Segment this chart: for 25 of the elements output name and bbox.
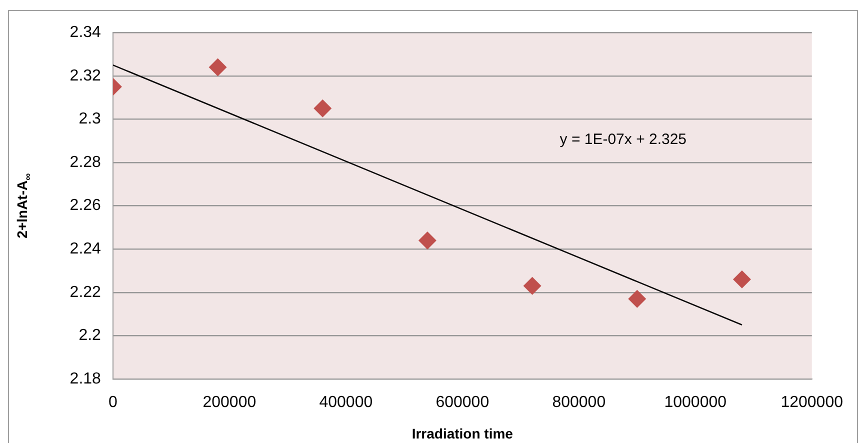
point: [732, 270, 751, 288]
point: [208, 58, 227, 76]
x-tick-label: 1200000: [780, 394, 844, 412]
y-tick-label: 2.18: [70, 370, 102, 388]
y-axis-title: 2+lnAt-A∞: [14, 173, 34, 238]
point: [523, 276, 542, 295]
y-tick-label: 2.28: [70, 154, 102, 171]
y-tick-label: 2.24: [70, 240, 102, 258]
x-tick-label: 200000: [202, 394, 256, 412]
point: [628, 290, 646, 308]
y-tick-label: 2.22: [70, 284, 102, 301]
x-tick-label: 0: [108, 394, 118, 412]
y-tick-label: 2.3: [78, 110, 102, 128]
y-tick-label: 2.34: [70, 24, 102, 42]
y-tick-label: 2.32: [70, 67, 102, 84]
point: [314, 99, 332, 118]
x-tick-label: 1000000: [664, 394, 727, 412]
y-tick-label: 2.2: [78, 327, 102, 344]
x-tick-label: 800000: [552, 394, 606, 412]
y-tick-label: 2.26: [70, 197, 102, 214]
annotation: y = 1E-07x + 2.325: [560, 131, 687, 148]
x-axis-title: Irradiation time: [412, 425, 514, 442]
point: [418, 231, 436, 250]
x-tick-label: 600000: [436, 394, 490, 412]
x-tick-label: 400000: [319, 394, 373, 412]
